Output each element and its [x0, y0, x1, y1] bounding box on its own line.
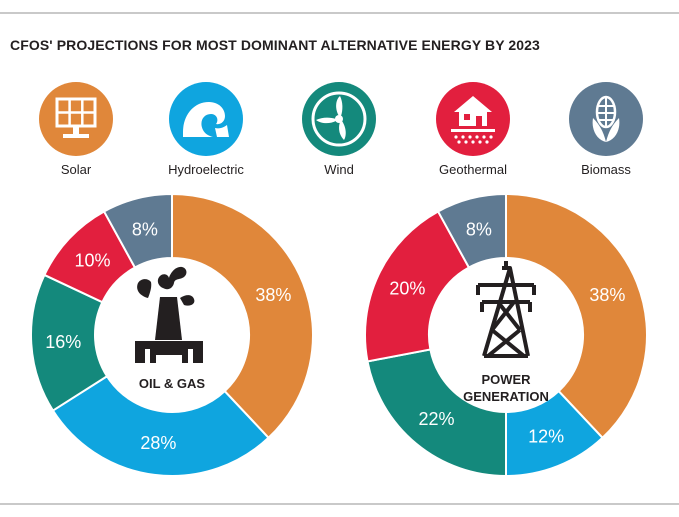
- donut-chart-power-generation: 38% 12% 22% 20% 8% POWER GENERATION: [364, 192, 648, 478]
- slice-label-wind: 16%: [45, 332, 81, 352]
- bottom-divider: [0, 503, 679, 505]
- legend-item-solar: Solar: [16, 82, 136, 177]
- slice-label-solar: 38%: [255, 285, 291, 305]
- house-heat-icon: [436, 82, 510, 156]
- slice-solar: [171, 192, 314, 440]
- slice-label-geothermal: 10%: [75, 250, 111, 270]
- slice-label-biomass: 8%: [132, 219, 158, 239]
- wave-icon: [169, 82, 243, 156]
- power-pylon-icon: [476, 261, 536, 358]
- legend-item-hydroelectric: Hydroelectric: [146, 82, 266, 177]
- slice-label-solar: 38%: [589, 285, 625, 305]
- slice-label-geothermal: 20%: [389, 279, 425, 299]
- wind-turbine-icon: [302, 82, 376, 156]
- legend-item-geothermal: Geothermal: [413, 82, 533, 177]
- legend-label-geothermal: Geothermal: [439, 162, 507, 177]
- slice-wind: [366, 348, 507, 478]
- slice-label-biomass: 8%: [466, 219, 492, 239]
- slice-solar: [505, 192, 648, 440]
- slice-biomass: [436, 192, 507, 269]
- slice-hydroelectric: [51, 374, 270, 477]
- top-divider: [0, 12, 679, 14]
- solar-panel-icon: [39, 82, 113, 156]
- slice-label-hydroelectric: 28%: [140, 433, 176, 453]
- legend-label-solar: Solar: [60, 162, 92, 177]
- slice-label-hydroelectric: 12%: [528, 426, 564, 446]
- legend-label-biomass: Biomass: [581, 162, 631, 177]
- legend-item-biomass: Biomass: [546, 82, 666, 177]
- chart-title: CFOS' PROJECTIONS FOR MOST DOMINANT ALTE…: [10, 37, 540, 53]
- corn-icon: [569, 82, 643, 156]
- slice-biomass: [102, 192, 173, 269]
- oil-well-icon: [135, 266, 203, 363]
- legend-item-wind: Wind: [279, 82, 399, 177]
- legend-label-wind: Wind: [324, 162, 354, 177]
- center-label-power: POWER: [481, 372, 531, 387]
- center-label-generation: GENERATION: [463, 389, 549, 404]
- legend-label-hydroelectric: Hydroelectric: [168, 162, 244, 177]
- donut-chart-oil-gas: 38% 28% 16% 10% 8% OIL & GAS: [30, 192, 314, 477]
- center-label-oil-gas: OIL & GAS: [139, 376, 206, 391]
- slice-label-wind: 22%: [419, 409, 455, 429]
